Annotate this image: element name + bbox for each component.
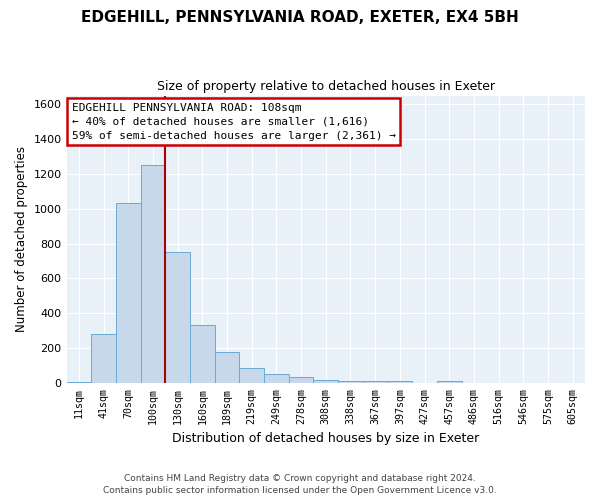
Title: Size of property relative to detached houses in Exeter: Size of property relative to detached ho… bbox=[157, 80, 495, 93]
Bar bbox=[239, 368, 264, 383]
Bar bbox=[264, 374, 289, 383]
Text: EDGEHILL PENNSYLVANIA ROAD: 108sqm
← 40% of detached houses are smaller (1,616)
: EDGEHILL PENNSYLVANIA ROAD: 108sqm ← 40%… bbox=[72, 102, 396, 141]
Bar bbox=[313, 380, 338, 383]
Text: Contains HM Land Registry data © Crown copyright and database right 2024.
Contai: Contains HM Land Registry data © Crown c… bbox=[103, 474, 497, 495]
Bar bbox=[91, 334, 116, 383]
Bar bbox=[338, 382, 363, 383]
Bar bbox=[363, 382, 388, 383]
Bar bbox=[67, 382, 91, 383]
Text: EDGEHILL, PENNSYLVANIA ROAD, EXETER, EX4 5BH: EDGEHILL, PENNSYLVANIA ROAD, EXETER, EX4… bbox=[81, 10, 519, 25]
Bar bbox=[165, 252, 190, 383]
Bar bbox=[437, 382, 461, 383]
Bar bbox=[215, 352, 239, 383]
X-axis label: Distribution of detached houses by size in Exeter: Distribution of detached houses by size … bbox=[172, 432, 479, 445]
Bar bbox=[116, 202, 140, 383]
Y-axis label: Number of detached properties: Number of detached properties bbox=[15, 146, 28, 332]
Bar bbox=[289, 376, 313, 383]
Bar bbox=[140, 165, 165, 383]
Bar bbox=[388, 382, 412, 383]
Bar bbox=[190, 326, 215, 383]
